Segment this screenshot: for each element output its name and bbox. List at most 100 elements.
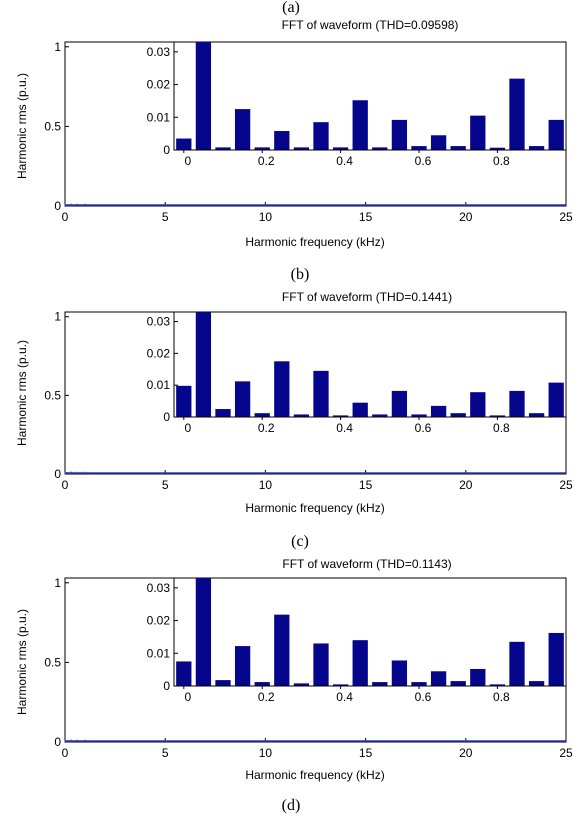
main-x-tick-label: 0 xyxy=(62,746,69,760)
inset-bar xyxy=(313,370,329,417)
inset-x-tick-label: 0.8 xyxy=(493,421,510,435)
inset-bar xyxy=(489,415,506,417)
panel-b-title: FFT of waveform (THD=0.09598) xyxy=(282,18,459,32)
inset-bar xyxy=(254,682,270,686)
inset-bar xyxy=(215,409,231,417)
main-x-tick-label: 10 xyxy=(259,746,273,760)
main-x-tick-label: 5 xyxy=(162,478,169,492)
inset-bar xyxy=(176,661,192,686)
panel-c-title: FFT of waveform (THD=0.1441) xyxy=(282,290,452,304)
main-x-tick-label: 20 xyxy=(459,746,473,760)
inset-x-tick-label: 0.8 xyxy=(493,154,510,168)
panel-d-ylabel: Harmonic rms (p.u.) xyxy=(15,609,29,715)
inset-bar xyxy=(234,109,251,150)
inset-axes-frame xyxy=(173,577,567,687)
panel-b-caption: (b) xyxy=(291,266,310,283)
inset-y-tick-label: 0.02 xyxy=(147,346,171,360)
inset-bar xyxy=(430,671,447,686)
inset-x-tick-label: 0.2 xyxy=(258,690,275,704)
inset-bar xyxy=(548,632,564,686)
inset-bar xyxy=(274,131,290,150)
panel-c-xlabel: Harmonic frequency (kHz) xyxy=(245,501,384,515)
inset-bar xyxy=(548,382,564,417)
inset-bar xyxy=(391,390,408,417)
main-x-tick-label: 25 xyxy=(559,478,573,492)
inset-bar xyxy=(489,684,506,686)
inset-bar xyxy=(293,147,310,150)
main-x-tick-label: 15 xyxy=(359,478,373,492)
panel-c-ylabel: Harmonic rms (p.u.) xyxy=(15,340,29,446)
main-x-tick-label: 25 xyxy=(559,210,573,224)
panel-d-chart: FFT of waveform (THD=0.1143) Harmonic fr… xyxy=(15,557,573,782)
inset-bar xyxy=(313,122,329,150)
inset-bar xyxy=(548,119,564,150)
inset-y-tick-label: 0.03 xyxy=(147,315,171,329)
inset-bar xyxy=(254,413,270,417)
main-x-tick-label: 20 xyxy=(459,210,473,224)
inset-bar xyxy=(332,415,349,417)
inset-bar xyxy=(489,147,506,150)
main-y-tick-label: 0.5 xyxy=(44,655,61,669)
inset-bar xyxy=(195,312,212,417)
panel-c-chart: FFT of waveform (THD=0.1441) Harmonic fr… xyxy=(15,290,573,550)
inset-bar xyxy=(176,385,192,417)
panel-b-ylabel: Harmonic rms (p.u.) xyxy=(15,73,29,179)
inset-y-tick-label: 0.03 xyxy=(147,45,171,59)
main-y-tick-label: 1 xyxy=(54,310,61,324)
inset-bar xyxy=(470,668,486,686)
inset-bar xyxy=(509,390,525,417)
main-y-tick-label: 0.5 xyxy=(44,119,61,133)
inset-bar xyxy=(215,680,231,686)
inset-x-tick-label: 0.4 xyxy=(336,421,353,435)
inset-bar xyxy=(509,641,525,686)
inset-y-tick-label: 0.01 xyxy=(147,110,171,124)
inset-bar xyxy=(450,146,466,150)
inset-y-tick-label: 0.01 xyxy=(147,378,171,392)
inset-bar xyxy=(293,683,310,686)
inset-bar xyxy=(234,381,251,417)
inset-y-tick-label: 0.03 xyxy=(147,581,171,595)
main-x-tick-label: 0 xyxy=(62,478,69,492)
inset-axes-frame xyxy=(173,311,567,418)
inset-y-tick-label: 0.02 xyxy=(147,78,171,92)
inset-bar xyxy=(313,643,329,686)
main-y-tick-label: 0 xyxy=(54,199,61,213)
main-x-tick-label: 5 xyxy=(162,210,169,224)
main-y-tick-label: 0.5 xyxy=(44,388,61,402)
inset-x-tick-label: 0 xyxy=(184,154,191,168)
inset-bar xyxy=(391,660,408,686)
inset-x-tick-label: 0 xyxy=(184,690,191,704)
inset-bar xyxy=(372,147,388,150)
inset-bar xyxy=(215,147,231,150)
inset-bar xyxy=(528,413,545,417)
inset-x-tick-label: 0.8 xyxy=(493,690,510,704)
inset-x-tick-label: 0.2 xyxy=(258,154,275,168)
inset-bar xyxy=(352,402,368,417)
inset-bar xyxy=(372,682,388,686)
inset-x-tick-label: 0.6 xyxy=(415,421,432,435)
inset-bar xyxy=(274,361,290,417)
inset-bar xyxy=(528,146,545,150)
main-x-tick-label: 5 xyxy=(162,746,169,760)
main-x-tick-label: 25 xyxy=(559,746,573,760)
inset-bar xyxy=(528,681,545,686)
inset-bar xyxy=(234,646,251,686)
main-y-tick-label: 1 xyxy=(54,40,61,54)
inset-bar xyxy=(450,681,466,686)
inset-bar xyxy=(372,414,388,417)
main-x-tick-label: 15 xyxy=(359,210,373,224)
inset-bar xyxy=(293,414,310,417)
inset-bar xyxy=(411,682,427,686)
inset-bar xyxy=(195,578,212,686)
top-label: (a) xyxy=(282,0,300,16)
inset-x-tick-label: 0 xyxy=(184,421,191,435)
inset-x-tick-label: 0.4 xyxy=(336,690,353,704)
inset-x-tick-label: 0.4 xyxy=(336,154,353,168)
inset-bar xyxy=(352,100,368,150)
main-y-tick-label: 0 xyxy=(54,735,61,749)
panel-b-chart: FFT of waveform (THD=0.09598) Harmonic f… xyxy=(15,18,573,283)
inset-y-tick-label: 0.01 xyxy=(147,646,171,660)
inset-bar xyxy=(254,147,270,150)
inset-bar xyxy=(391,119,408,150)
